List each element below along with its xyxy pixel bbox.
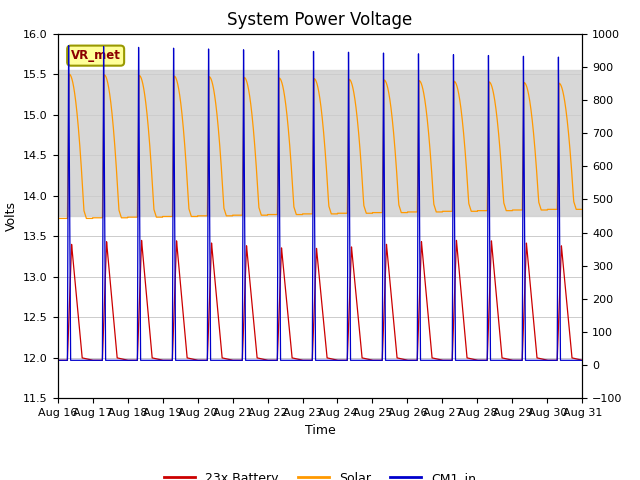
Text: VR_met: VR_met bbox=[70, 49, 120, 62]
X-axis label: Time: Time bbox=[305, 424, 335, 437]
Y-axis label: Volts: Volts bbox=[4, 201, 17, 231]
Bar bbox=[58, 70, 582, 216]
Legend: 23x Battery, Solar, CM1_in: 23x Battery, Solar, CM1_in bbox=[159, 467, 481, 480]
Title: System Power Voltage: System Power Voltage bbox=[227, 11, 413, 29]
